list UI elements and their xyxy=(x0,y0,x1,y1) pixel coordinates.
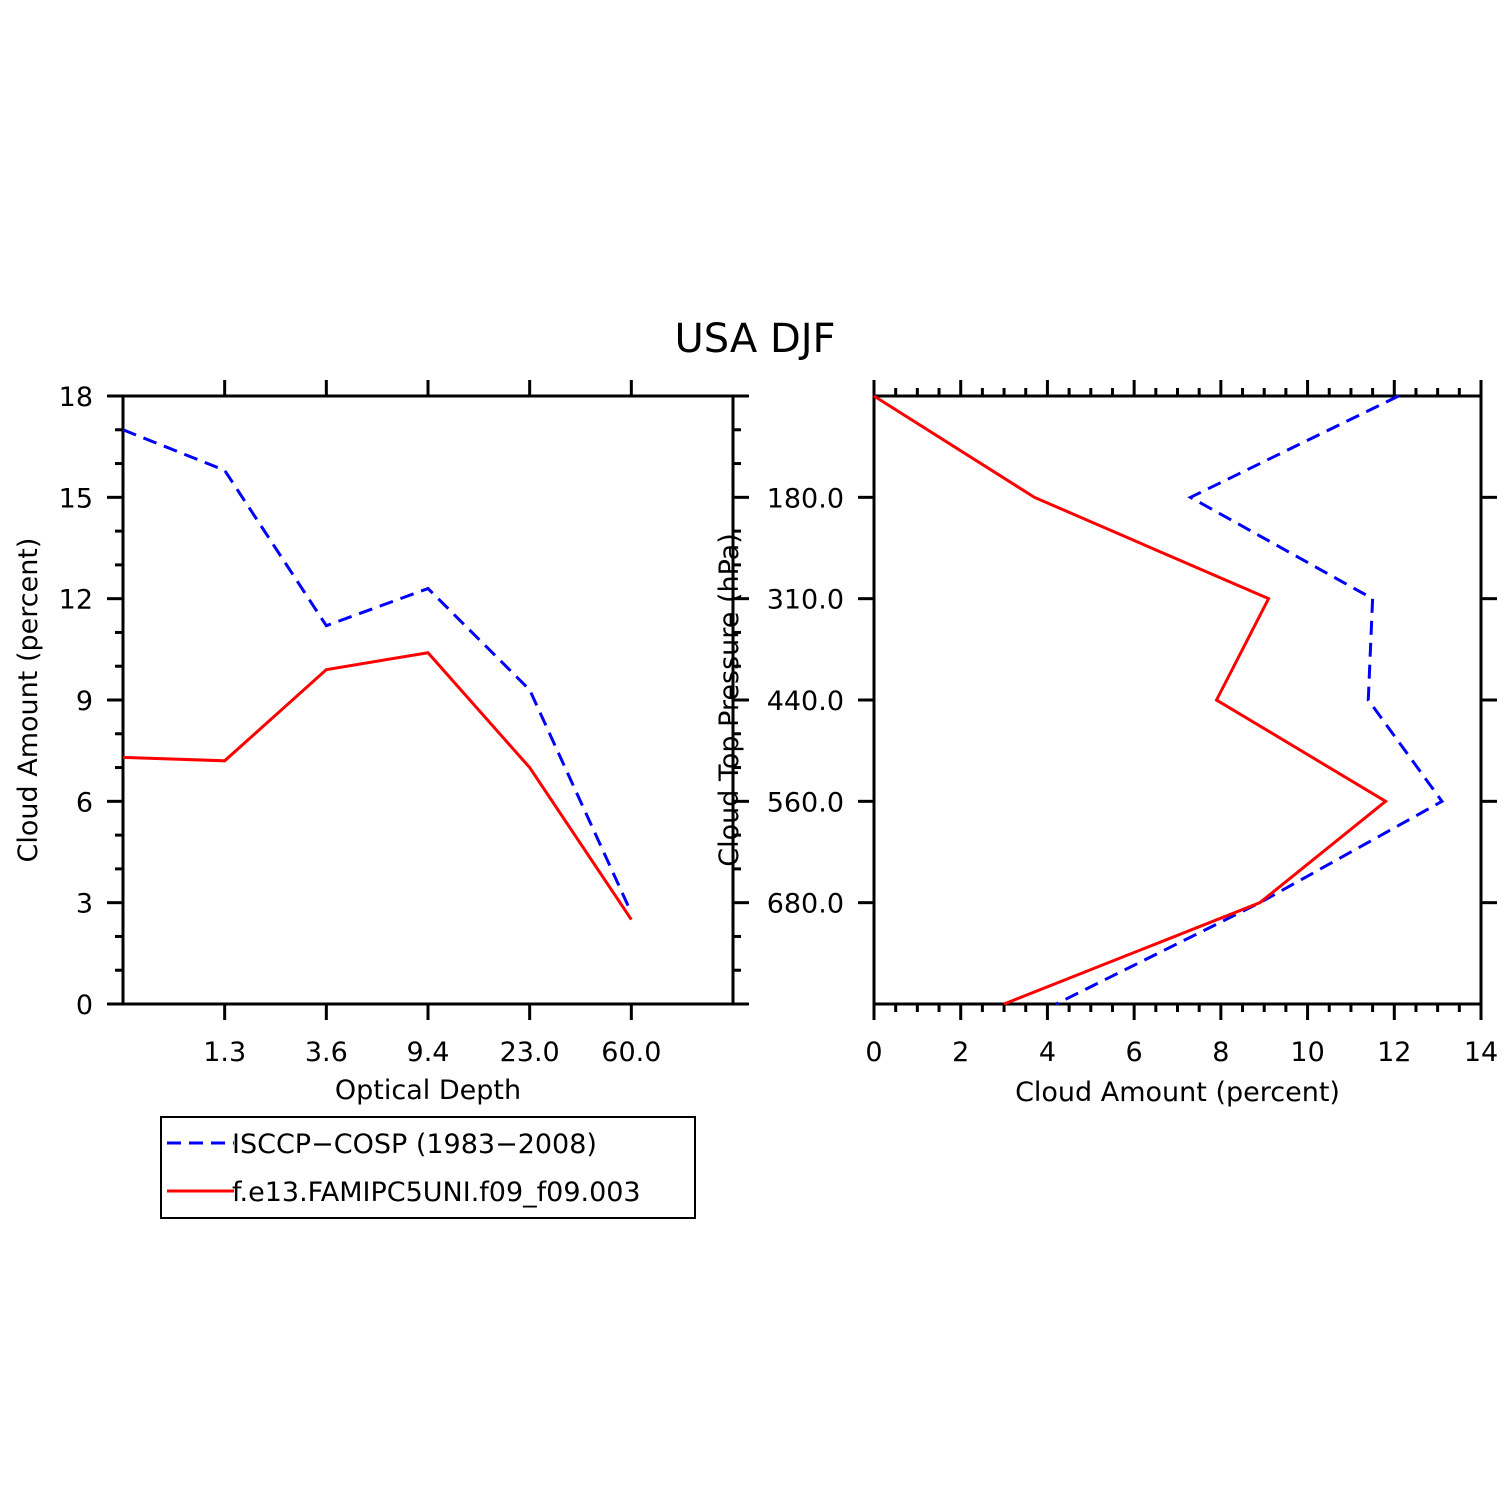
left-y-axis-title: Cloud Amount (percent) xyxy=(13,538,44,863)
left-x-tick-label: 60.0 xyxy=(601,1037,661,1068)
legend-box xyxy=(160,1116,696,1219)
left-y-tick-label: 15 xyxy=(59,483,93,514)
left-y-tick-label: 6 xyxy=(76,787,93,818)
left-x-tick-label: 9.4 xyxy=(407,1037,450,1068)
right-y-tick-label: 680.0 xyxy=(767,889,844,920)
legend-label-model: f.e13.FAMIPC5UNI.f09_f09.003 xyxy=(232,1177,641,1208)
right-x-tick-label: 0 xyxy=(865,1037,882,1068)
right-y-tick-label: 180.0 xyxy=(767,483,844,514)
right-x-tick-label: 10 xyxy=(1290,1037,1324,1068)
left-x-tick-label: 23.0 xyxy=(500,1037,560,1068)
right-y-tick-label: 560.0 xyxy=(767,787,844,818)
right-x-tick-label: 2 xyxy=(952,1037,969,1068)
left-y-tick-label: 12 xyxy=(59,585,93,616)
chart-title: USA DJF xyxy=(674,316,835,362)
left-y-tick-label: 18 xyxy=(59,382,93,413)
right-y-tick-label: 310.0 xyxy=(767,585,844,616)
left-x-axis-title: Optical Depth xyxy=(335,1075,521,1106)
right-y-tick-label: 440.0 xyxy=(767,686,844,717)
left-series-obs-line xyxy=(122,428,633,914)
legend: ISCCP−COSP (1983−2008) f.e13.FAMIPC5UNI.f… xyxy=(160,1116,696,1219)
right-x-tick-label: 6 xyxy=(1126,1037,1143,1068)
legend-label-obs: ISCCP−COSP (1983−2008) xyxy=(232,1129,597,1160)
right-series-obs-line xyxy=(1055,394,1445,1006)
left-series-model-line xyxy=(122,651,633,921)
left-x-tick-label: 1.3 xyxy=(203,1037,246,1068)
right-x-tick-label: 8 xyxy=(1212,1037,1229,1068)
right-plot-frame xyxy=(872,394,1483,1006)
left-x-tick-label: 3.6 xyxy=(305,1037,348,1068)
right-series-model-line xyxy=(873,394,1389,1006)
left-y-tick-label: 0 xyxy=(76,990,93,1021)
right-panel: 0 2 4 6 8 10 12 14 180.0 310.0 440.0 560.0 680.0 Clou… xyxy=(714,380,1498,1108)
left-y-tick-label: 9 xyxy=(76,686,93,717)
right-x-tick-label: 14 xyxy=(1464,1037,1498,1068)
left-plot-frame xyxy=(121,394,735,1006)
left-y-tick-label: 3 xyxy=(76,889,93,920)
left-panel: 1.3 3.6 9.4 23.0 60.0 0 3 6 9 12 15 18 Optical Depth… xyxy=(13,380,749,1106)
right-x-axis-title: Cloud Amount (percent) xyxy=(1015,1077,1340,1108)
right-x-tick-label: 4 xyxy=(1039,1037,1056,1068)
right-y-axis-title: Cloud Top Pressure (hPa) xyxy=(714,533,745,867)
right-x-tick-label: 12 xyxy=(1377,1037,1411,1068)
